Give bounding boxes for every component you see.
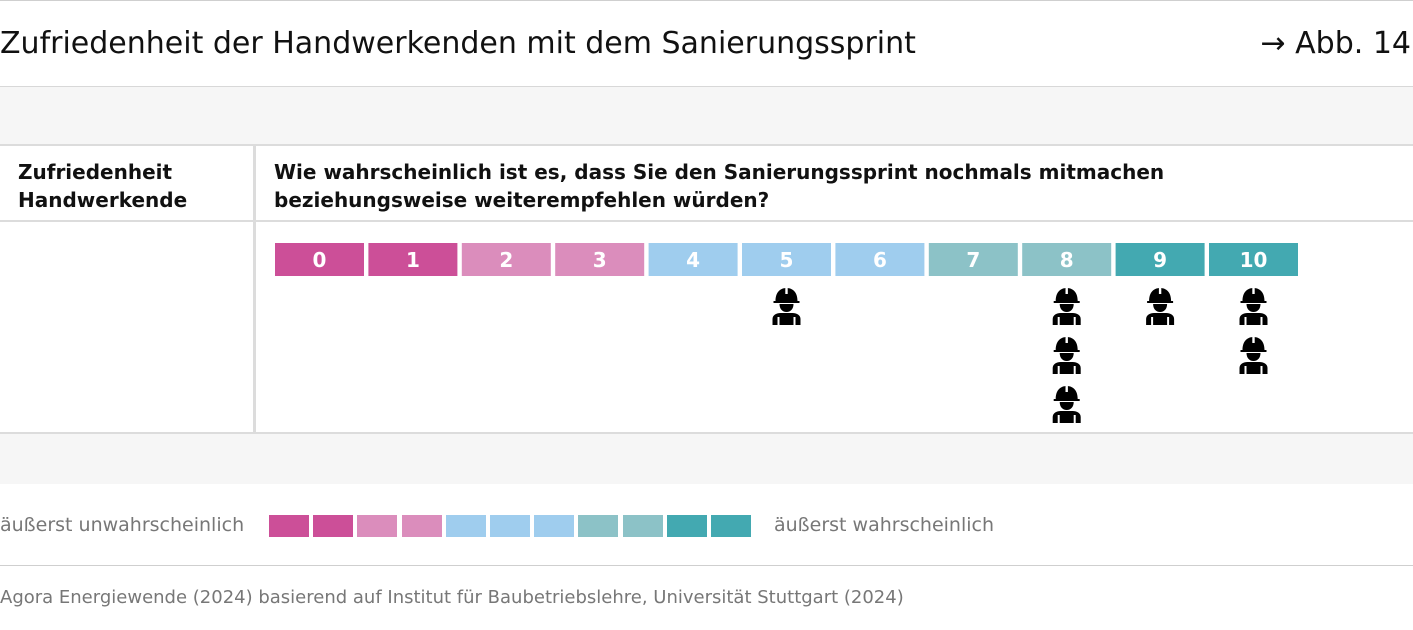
survey-table: Zufriedenheit Handwerkende Wie wahrschei… xyxy=(0,144,1413,434)
legend-low-label: äußerst unwahrscheinlich xyxy=(0,514,245,536)
construction-worker-icon xyxy=(772,288,801,325)
scale-bar-4 xyxy=(648,243,738,276)
construction-worker-icon xyxy=(1239,337,1268,374)
top-band xyxy=(0,86,1413,145)
scale-bar-0 xyxy=(275,243,364,276)
legend-swatch-5 xyxy=(490,515,530,537)
construction-worker-icon xyxy=(1052,337,1081,374)
construction-worker-icon xyxy=(1146,288,1175,325)
scale-label-9: 9 xyxy=(1153,248,1167,272)
scale-bar-2 xyxy=(461,243,551,276)
source-note: Agora Energiewende (2024) basierend auf … xyxy=(0,587,904,608)
legend-swatch-4 xyxy=(445,515,486,537)
table-header-row xyxy=(0,146,1413,222)
legend-swatch-0 xyxy=(269,515,309,537)
scale-bar-7 xyxy=(928,243,1018,276)
survey-question: Wie wahrscheinlich ist es, dass Sie den … xyxy=(274,160,1165,212)
scale-bar-8 xyxy=(1022,243,1112,276)
scale-bar-3 xyxy=(555,243,645,276)
scale-label-5: 5 xyxy=(780,248,794,272)
scale-label-0: 0 xyxy=(313,248,327,272)
scale-label-4: 4 xyxy=(686,248,700,272)
scale-label-1: 1 xyxy=(406,248,420,272)
column-divider xyxy=(253,146,256,432)
scale-label-8: 8 xyxy=(1060,248,1074,272)
legend-swatch-9 xyxy=(666,515,707,537)
construction-worker-icon xyxy=(1052,386,1081,423)
scale-bar-6 xyxy=(835,243,925,276)
bottom-rule xyxy=(0,565,1413,566)
bottom-band xyxy=(0,434,1413,484)
legend-swatch-7 xyxy=(578,515,619,537)
top-rule xyxy=(0,0,1413,1)
scale-label-10: 10 xyxy=(1240,248,1268,272)
legend-swatch-2 xyxy=(357,515,398,537)
construction-worker-icon xyxy=(1052,288,1081,325)
figure-reference: → Abb. 14 xyxy=(1260,26,1411,61)
row-label: Zufriedenheit Handwerkende xyxy=(18,160,188,212)
scale-label-2: 2 xyxy=(499,248,513,272)
legend-swatch-3 xyxy=(401,515,442,537)
legend-swatch-6 xyxy=(534,515,575,537)
scale-bar-1 xyxy=(368,243,458,276)
scale-bar-10 xyxy=(1209,243,1298,276)
construction-worker-icon xyxy=(1239,288,1268,325)
scale-label-6: 6 xyxy=(873,248,887,272)
chart-title: Zufriedenheit der Handwerkenden mit dem … xyxy=(0,26,916,61)
scale-bar-5 xyxy=(742,243,831,276)
legend-high-label: äußerst wahrscheinlich xyxy=(774,514,995,536)
scale-label-3: 3 xyxy=(593,248,607,272)
legend-swatch-1 xyxy=(313,515,354,537)
legend-swatch-10 xyxy=(711,515,751,537)
scale-label-7: 7 xyxy=(966,248,980,272)
legend-swatch-8 xyxy=(622,515,663,537)
scale-bar-9 xyxy=(1115,243,1205,276)
